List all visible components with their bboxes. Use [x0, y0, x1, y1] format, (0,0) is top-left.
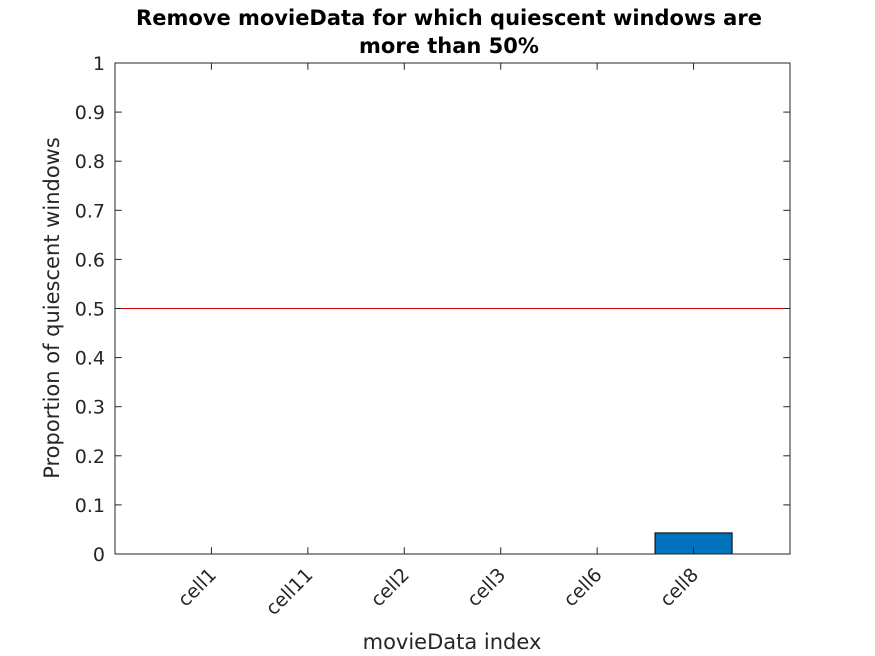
x-tick-label: cell3 — [463, 564, 510, 611]
y-tick-label: 0 — [93, 544, 105, 566]
x-tick-label: cell6 — [559, 564, 606, 611]
x-tick-label: cell2 — [367, 564, 414, 611]
y-tick-label: 0.2 — [75, 446, 105, 468]
x-tick-label: cell8 — [656, 564, 703, 611]
chart-title-line-2: more than 50% — [359, 34, 539, 58]
chart-title-line-1: Remove movieData for which quiescent win… — [136, 6, 762, 30]
y-tick-label: 0.7 — [75, 200, 105, 222]
y-tick-label: 0.8 — [75, 151, 105, 173]
y-tick-label: 1 — [93, 53, 105, 75]
y-axis-label: Proportion of quiescent windows — [40, 137, 64, 479]
y-tick-label: 0.3 — [75, 397, 105, 419]
y-tick-label: 0.9 — [75, 102, 105, 124]
x-tick-label: cell11 — [262, 564, 318, 620]
x-axis-label: movieData index — [363, 630, 542, 654]
y-axis-ticks: 0 0.1 0.2 0.3 0.4 0.5 0.6 0.7 0.8 0.9 1 — [75, 53, 790, 566]
x-tick-label: cell1 — [174, 564, 221, 611]
y-tick-label: 0.5 — [75, 299, 105, 321]
y-tick-label: 0.6 — [75, 249, 105, 271]
y-tick-label: 0.1 — [75, 495, 105, 517]
y-tick-label: 0.4 — [75, 348, 105, 370]
